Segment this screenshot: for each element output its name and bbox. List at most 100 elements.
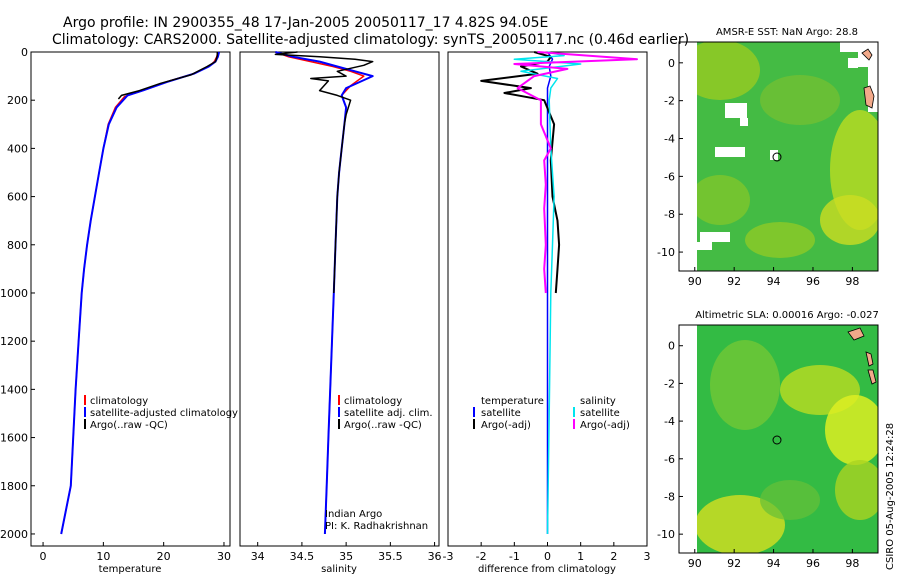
map-x-tick-label: 98 <box>845 275 859 288</box>
legend-label-sal-argo: Argo(-adj) <box>580 420 630 431</box>
difference-legend: temperature satellite Argo(-adj) salinit… <box>473 396 630 431</box>
y-tick-label: 400 <box>7 142 28 155</box>
sst-warm-patch <box>820 195 878 245</box>
map-y-tick-label: -6 <box>664 170 675 183</box>
legend-label-climatology: climatology <box>90 396 148 407</box>
map-y-tick-label: -2 <box>664 95 675 108</box>
map-x-tick-label: 94 <box>767 275 781 288</box>
y-tick-label: 1600 <box>0 432 28 445</box>
land-outline <box>865 351 874 367</box>
sst-map: AMSR-E SST: NaN Argo: 28.8 90 92 94 96 98 0 -2… <box>657 27 879 288</box>
y-tick-label: 1400 <box>0 383 28 396</box>
y-tick-label: 600 <box>7 191 28 204</box>
land-outline <box>863 85 875 109</box>
sst-warm-patch <box>745 222 815 258</box>
legend-title-salinity: salinity <box>580 396 616 407</box>
sst-missing-data <box>840 42 878 52</box>
map-y-tick-label: -8 <box>664 490 675 503</box>
difference-panel: -3 -2 -1 0 1 2 3 difference from climatology t… <box>443 51 651 575</box>
map-x-tick-label: 90 <box>688 557 702 570</box>
x-tick-label: 30 <box>217 550 231 563</box>
salinity-panel: 34 34.5 35 35.5 36 salinity climatology sate… <box>239 51 442 575</box>
x-tick-label: 20 <box>157 550 171 563</box>
x-tick-label: 0 <box>544 550 551 563</box>
sla-map: Altimetric SLA: 0.00016 Argo: -0.027 90 9… <box>657 310 879 570</box>
sst-missing-data <box>740 118 748 126</box>
sst-missing-data <box>848 58 858 68</box>
temperature-axis-ticks: 0 10 20 30 0 200 400 600 800 1000 1200 1400 1600 1800… <box>0 46 231 563</box>
x-tick-label: 36 <box>428 550 442 563</box>
temperature-legend: climatology satellite-adjusted climatolo… <box>84 395 238 431</box>
map-y-tick-label: -6 <box>664 453 675 466</box>
map-x-tick-label: 96 <box>806 275 820 288</box>
argo-position-marker <box>772 435 782 445</box>
salinity-legend: climatology satellite adj. clim. Argo(..… <box>338 395 433 431</box>
sla-high-patch <box>710 340 780 430</box>
map-x-tick-label: 96 <box>806 557 820 570</box>
y-tick-label: 800 <box>7 239 28 252</box>
map-x-tick-label: 92 <box>727 557 741 570</box>
land-outline <box>847 327 865 341</box>
map-x-tick-label: 98 <box>845 557 859 570</box>
land-outline <box>867 369 877 385</box>
series-line <box>513 51 638 294</box>
difference-axis-ticks: -3 -2 -1 0 1 2 3 <box>443 542 651 563</box>
sst-missing-data <box>697 242 712 250</box>
legend-label-satellite: satellite-adjusted climatology <box>90 408 238 419</box>
x-tick-label: 34.5 <box>290 550 315 563</box>
map-y-tick-label: -10 <box>657 246 675 259</box>
x-tick-label: 1 <box>577 550 584 563</box>
series-line <box>274 51 374 294</box>
map-y-tick-label: 0 <box>668 340 675 353</box>
sst-warm-patch <box>697 175 750 225</box>
x-tick-label: -2 <box>476 550 487 563</box>
land-outline <box>861 48 873 61</box>
sst-missing-data <box>725 103 747 118</box>
legend-label-temp-argo: Argo(-adj) <box>481 420 531 431</box>
map-x-tick-label: 90 <box>688 275 702 288</box>
difference-xlabel: difference from climatology <box>478 564 616 575</box>
sst-map-frame <box>678 41 879 272</box>
sla-high-patch <box>825 395 878 465</box>
annotation-pi: PI: K. Radhakrishnan <box>325 521 428 532</box>
sst-warm-patch <box>697 42 760 100</box>
series-line <box>513 51 582 535</box>
salinity-lines <box>274 51 374 535</box>
map-y-tick-label: -2 <box>664 377 675 390</box>
sst-warm-patch <box>760 75 840 125</box>
y-tick-label: 1000 <box>0 287 28 300</box>
sst-missing-data <box>715 147 745 157</box>
temperature-panel: 0 10 20 30 0 200 400 600 800 1000 1200 1400 1600 1800… <box>0 46 238 575</box>
temperature-lines <box>60 51 221 535</box>
x-tick-label: 2 <box>610 550 617 563</box>
x-tick-label: -3 <box>443 550 454 563</box>
salinity-axis-ticks: 34 34.5 35 35.5 36 <box>251 542 442 563</box>
x-tick-label: 0 <box>40 550 47 563</box>
sst-map-ticks: 90 92 94 96 98 0 -2 -4 -6 -8 -10 <box>657 57 859 288</box>
y-tick-label: 2000 <box>0 528 28 541</box>
legend-label-climatology: climatology <box>344 396 402 407</box>
salinity-plot-area <box>239 51 440 547</box>
legend-title-temperature: temperature <box>481 396 544 407</box>
x-tick-label: 3 <box>644 550 651 563</box>
title-line-2: Climatology: CARS2000. Satellite-adjuste… <box>52 32 689 48</box>
y-tick-label: 0 <box>21 46 28 59</box>
timestamp-side-label: CSIRO 05-Aug-2005 12:24:28 <box>885 423 896 570</box>
y-tick-label: 200 <box>7 94 28 107</box>
sla-high-patch <box>760 480 820 520</box>
sst-missing-data <box>770 150 778 160</box>
legend-label-argo: Argo(..raw -QC) <box>90 420 168 431</box>
salinity-xlabel: salinity <box>321 564 357 575</box>
x-tick-label: -1 <box>509 550 520 563</box>
map-y-tick-label: -10 <box>657 528 675 541</box>
x-tick-label: 10 <box>96 550 110 563</box>
sla-map-field <box>697 325 878 553</box>
sla-map-frame <box>678 324 879 554</box>
legend-label-sal-satellite: satellite <box>580 408 620 419</box>
series-line <box>546 51 554 534</box>
map-y-tick-label: -8 <box>664 208 675 221</box>
x-tick-label: 35.5 <box>378 550 403 563</box>
map-y-tick-label: -4 <box>664 133 675 146</box>
map-y-tick-label: -4 <box>664 415 675 428</box>
